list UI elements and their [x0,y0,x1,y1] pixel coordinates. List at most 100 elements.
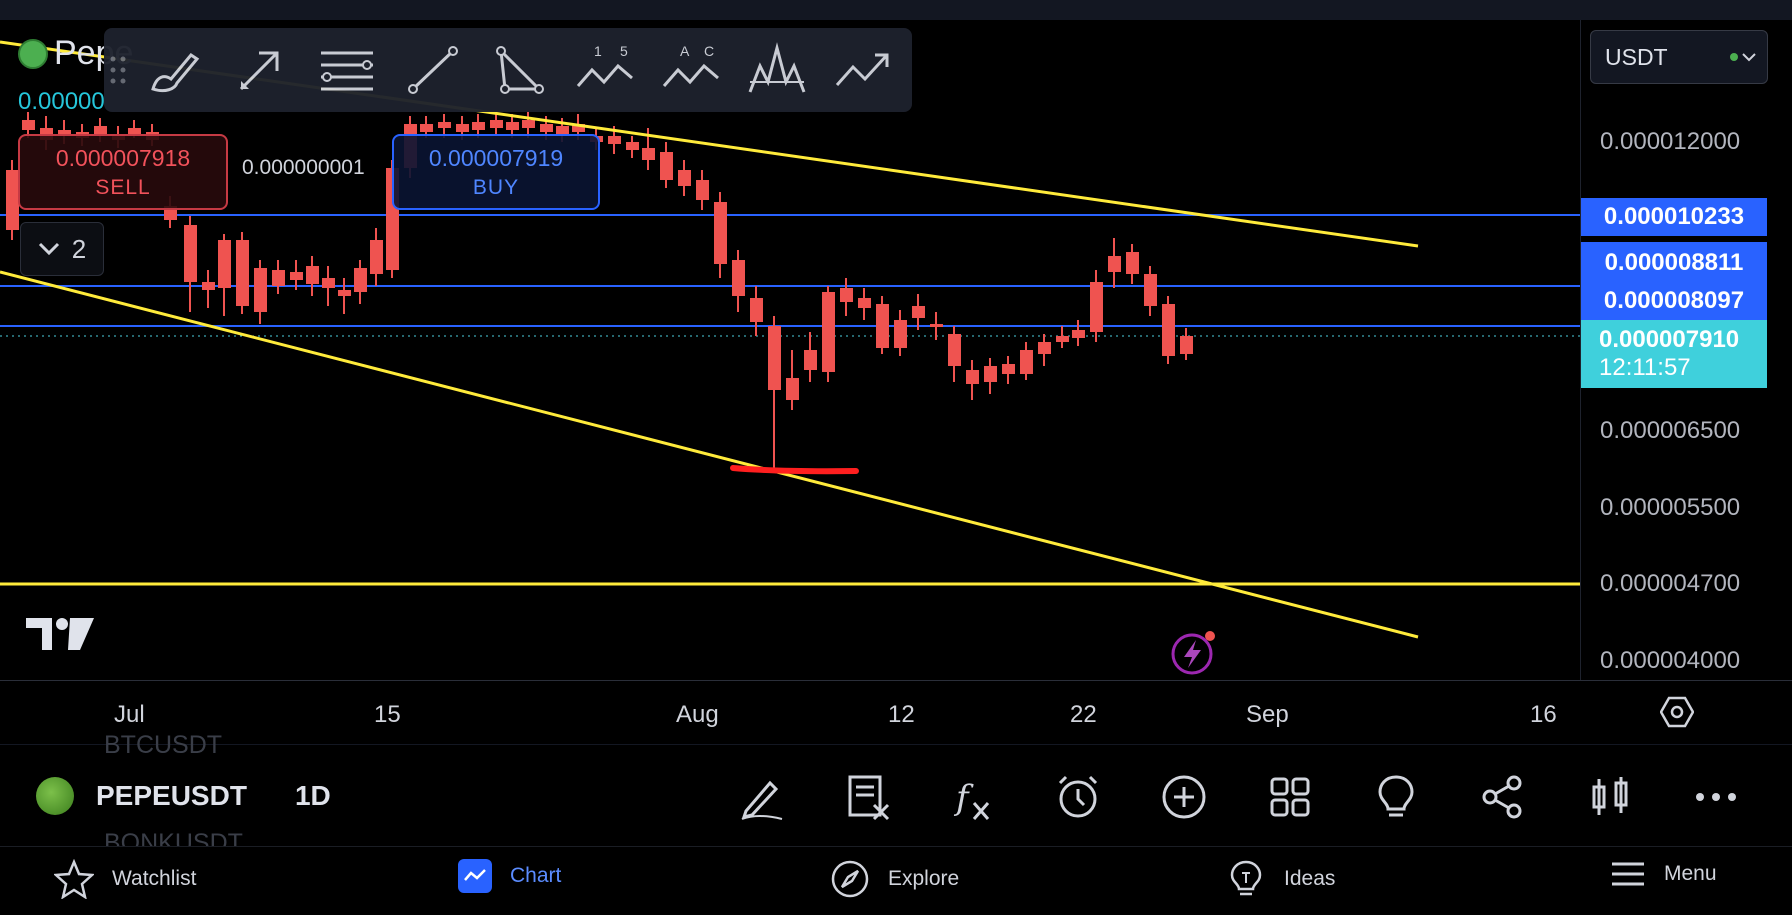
buy-label: BUY [472,175,520,199]
settings-hexagon-icon[interactable] [1660,695,1694,729]
candle-body [858,298,871,308]
collapse-indicators-button[interactable]: 2 [20,222,104,276]
flash-alert-icon[interactable] [1170,630,1216,676]
candle-body [1144,274,1157,306]
candle-body [732,260,745,296]
chart-canvas[interactable] [0,20,1580,680]
candle-body [678,170,691,186]
sell-button[interactable]: 0.000007918 SELL [18,134,228,210]
drag-handle-icon[interactable] [104,28,132,112]
pepe-logo-icon [36,777,74,815]
time-label: Sep [1246,701,1289,728]
symbol-name: PEPEUSDT [96,780,247,811]
time-label: Jul [114,701,145,728]
candle-body [840,288,853,302]
compass-icon [831,860,869,898]
candle-body [370,240,383,274]
candle-body [714,202,727,264]
candle-body [218,240,231,288]
candle-body [876,304,889,348]
brush-tool-icon[interactable] [132,28,218,112]
svg-text:C: C [704,43,714,59]
buy-button[interactable]: 0.000007919 BUY [392,134,600,210]
candle-body [930,324,943,327]
more-icon[interactable] [1690,771,1742,823]
trend-line-icon[interactable] [390,28,476,112]
candle-body [556,126,569,134]
chart-svg[interactable] [0,20,1580,680]
arrow-tool-icon[interactable] [218,28,304,112]
price-tick: 0.000012000 [1600,128,1741,155]
candle-body [696,180,709,200]
star-icon [54,859,94,899]
level-price-label[interactable]: 0.000008811 [1581,242,1767,284]
candle-body [1072,330,1085,338]
nav-ideas[interactable]: Ideas [1226,859,1335,899]
layout-icon[interactable] [1264,771,1316,823]
candle-body [984,366,997,382]
object-tree-icon[interactable] [842,771,894,823]
tradingview-logo-icon[interactable] [24,614,96,654]
candle-body [1038,342,1051,354]
candle-body [1108,256,1121,272]
chevron-down-icon [38,242,59,256]
candle-body [1126,252,1139,274]
current-price-label[interactable]: 0.000007910 12:11:57 [1581,320,1767,388]
head-shoulders-icon[interactable] [734,28,820,112]
candle-body [1090,282,1103,332]
timeframe[interactable]: 1D [294,780,331,811]
nav-menu[interactable]: Menu [1610,859,1717,889]
candle-body [338,290,351,296]
candle-body [894,320,907,348]
currency-select[interactable]: USDT [1590,30,1768,84]
candle-body [1020,350,1033,374]
candle-body [1056,336,1069,342]
fib-retracement-icon[interactable] [304,28,390,112]
draw-icon[interactable] [736,771,788,823]
status-dot-icon [1730,53,1739,61]
alert-icon[interactable] [1052,771,1104,823]
nav-menu-label: Menu [1664,862,1717,885]
triangle-pattern-icon[interactable] [476,28,562,112]
candle-body [1162,304,1175,356]
spread-value: 0.000000001 [242,156,365,179]
nav-watchlist[interactable]: Watchlist [54,859,196,899]
candle-body [608,136,621,144]
candle-body [472,122,485,130]
time-label: 22 [1070,701,1097,728]
nav-chart[interactable]: Chart [458,859,561,893]
nav-ideas-label: Ideas [1284,867,1336,890]
time-axis[interactable]: Jul 15 Aug 12 22 Sep 16 [0,680,1792,743]
collapsed-count: 2 [71,233,87,264]
candle-body [626,142,639,150]
time-label: 15 [374,701,401,728]
level-price-label[interactable]: 0.000010233 [1581,198,1767,236]
add-icon[interactable] [1158,771,1210,823]
candles [6,112,1193,470]
candle-body [804,350,817,370]
trendline-lower[interactable] [0,270,1419,639]
forecast-icon[interactable] [820,28,906,112]
candle-body [58,130,71,136]
price-tick: 0.000006500 [1600,417,1741,444]
candle-body [912,306,925,318]
candle-body [822,292,835,372]
ghost-symbol-above: BTCUSDT [104,731,223,759]
time-label: Aug [676,701,719,728]
time-label: 12 [888,701,915,728]
level-price-label[interactable]: 0.000008097 [1581,282,1767,320]
candle-body [184,225,197,282]
share-icon[interactable] [1476,771,1528,823]
candle-body [420,124,433,132]
ideas-bulb-icon[interactable] [1370,771,1422,823]
chart-type-icon[interactable] [1584,771,1636,823]
candle-body [202,282,215,290]
candle-body [506,122,519,130]
indicators-icon[interactable]: f [948,771,1000,823]
candle-body [1002,364,1015,374]
nav-explore[interactable]: Explore [830,859,959,899]
candle-body [786,378,799,400]
symbol-selector[interactable]: PEPEUSDT 1D [36,777,331,815]
